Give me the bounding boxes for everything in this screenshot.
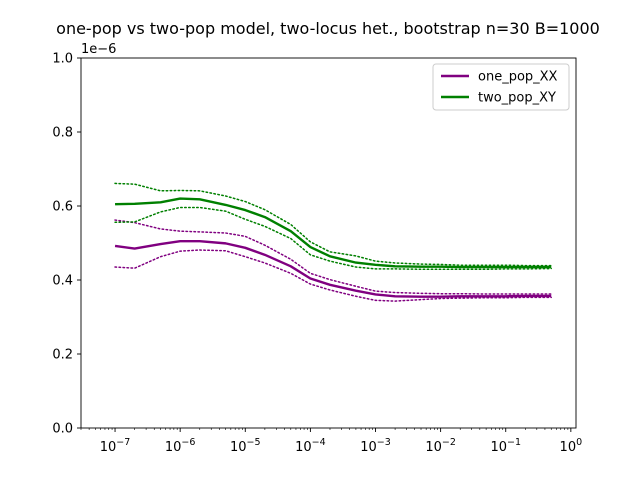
y-tick-label: 0.6 xyxy=(52,200,73,215)
x-tick-label: 10−5 xyxy=(230,437,261,455)
x-tick-label: 10−3 xyxy=(360,437,391,455)
x-tick-label: 10−4 xyxy=(295,437,326,455)
y-tick-label: 0.2 xyxy=(52,348,73,363)
x-tick-label: 10−6 xyxy=(165,437,196,455)
y-tick-label: 0.8 xyxy=(52,126,73,141)
mean-line xyxy=(114,239,552,298)
series-group xyxy=(114,182,552,302)
plot-area: 0.0 0.2 0.4 0.6 0.8 1.0 10−7 10−6 10−5 10−4 10−3 10… xyxy=(52,52,582,456)
lower-bound-line xyxy=(114,206,552,271)
upper-bound-line xyxy=(114,182,552,267)
axes-frame xyxy=(80,57,577,429)
y-tick-label: 0.4 xyxy=(52,274,73,289)
mean-line xyxy=(115,197,552,269)
y-tick-label: 1.0 xyxy=(52,52,73,67)
x-tick-label: 10−7 xyxy=(100,437,131,455)
x-tick-label: 10−1 xyxy=(490,437,521,455)
series-two_pop_XY xyxy=(114,182,552,271)
upper-bound-line xyxy=(114,219,552,295)
series-one_pop_XX xyxy=(114,219,552,302)
y-tick-label: 0.0 xyxy=(52,422,73,437)
legend: one_pop_XX two_pop_XY xyxy=(432,63,570,111)
legend-label: two_pop_XY xyxy=(478,91,556,106)
chart-title: one-pop vs two-pop model, two-locus het.… xyxy=(56,19,600,38)
x-tick-label: 10−2 xyxy=(425,437,456,455)
lower-bound-line xyxy=(114,249,552,302)
x-tick-label: 100 xyxy=(560,437,583,455)
y-offset-text: 1e−6 xyxy=(81,42,116,57)
legend-label: one_pop_XX xyxy=(478,70,558,85)
